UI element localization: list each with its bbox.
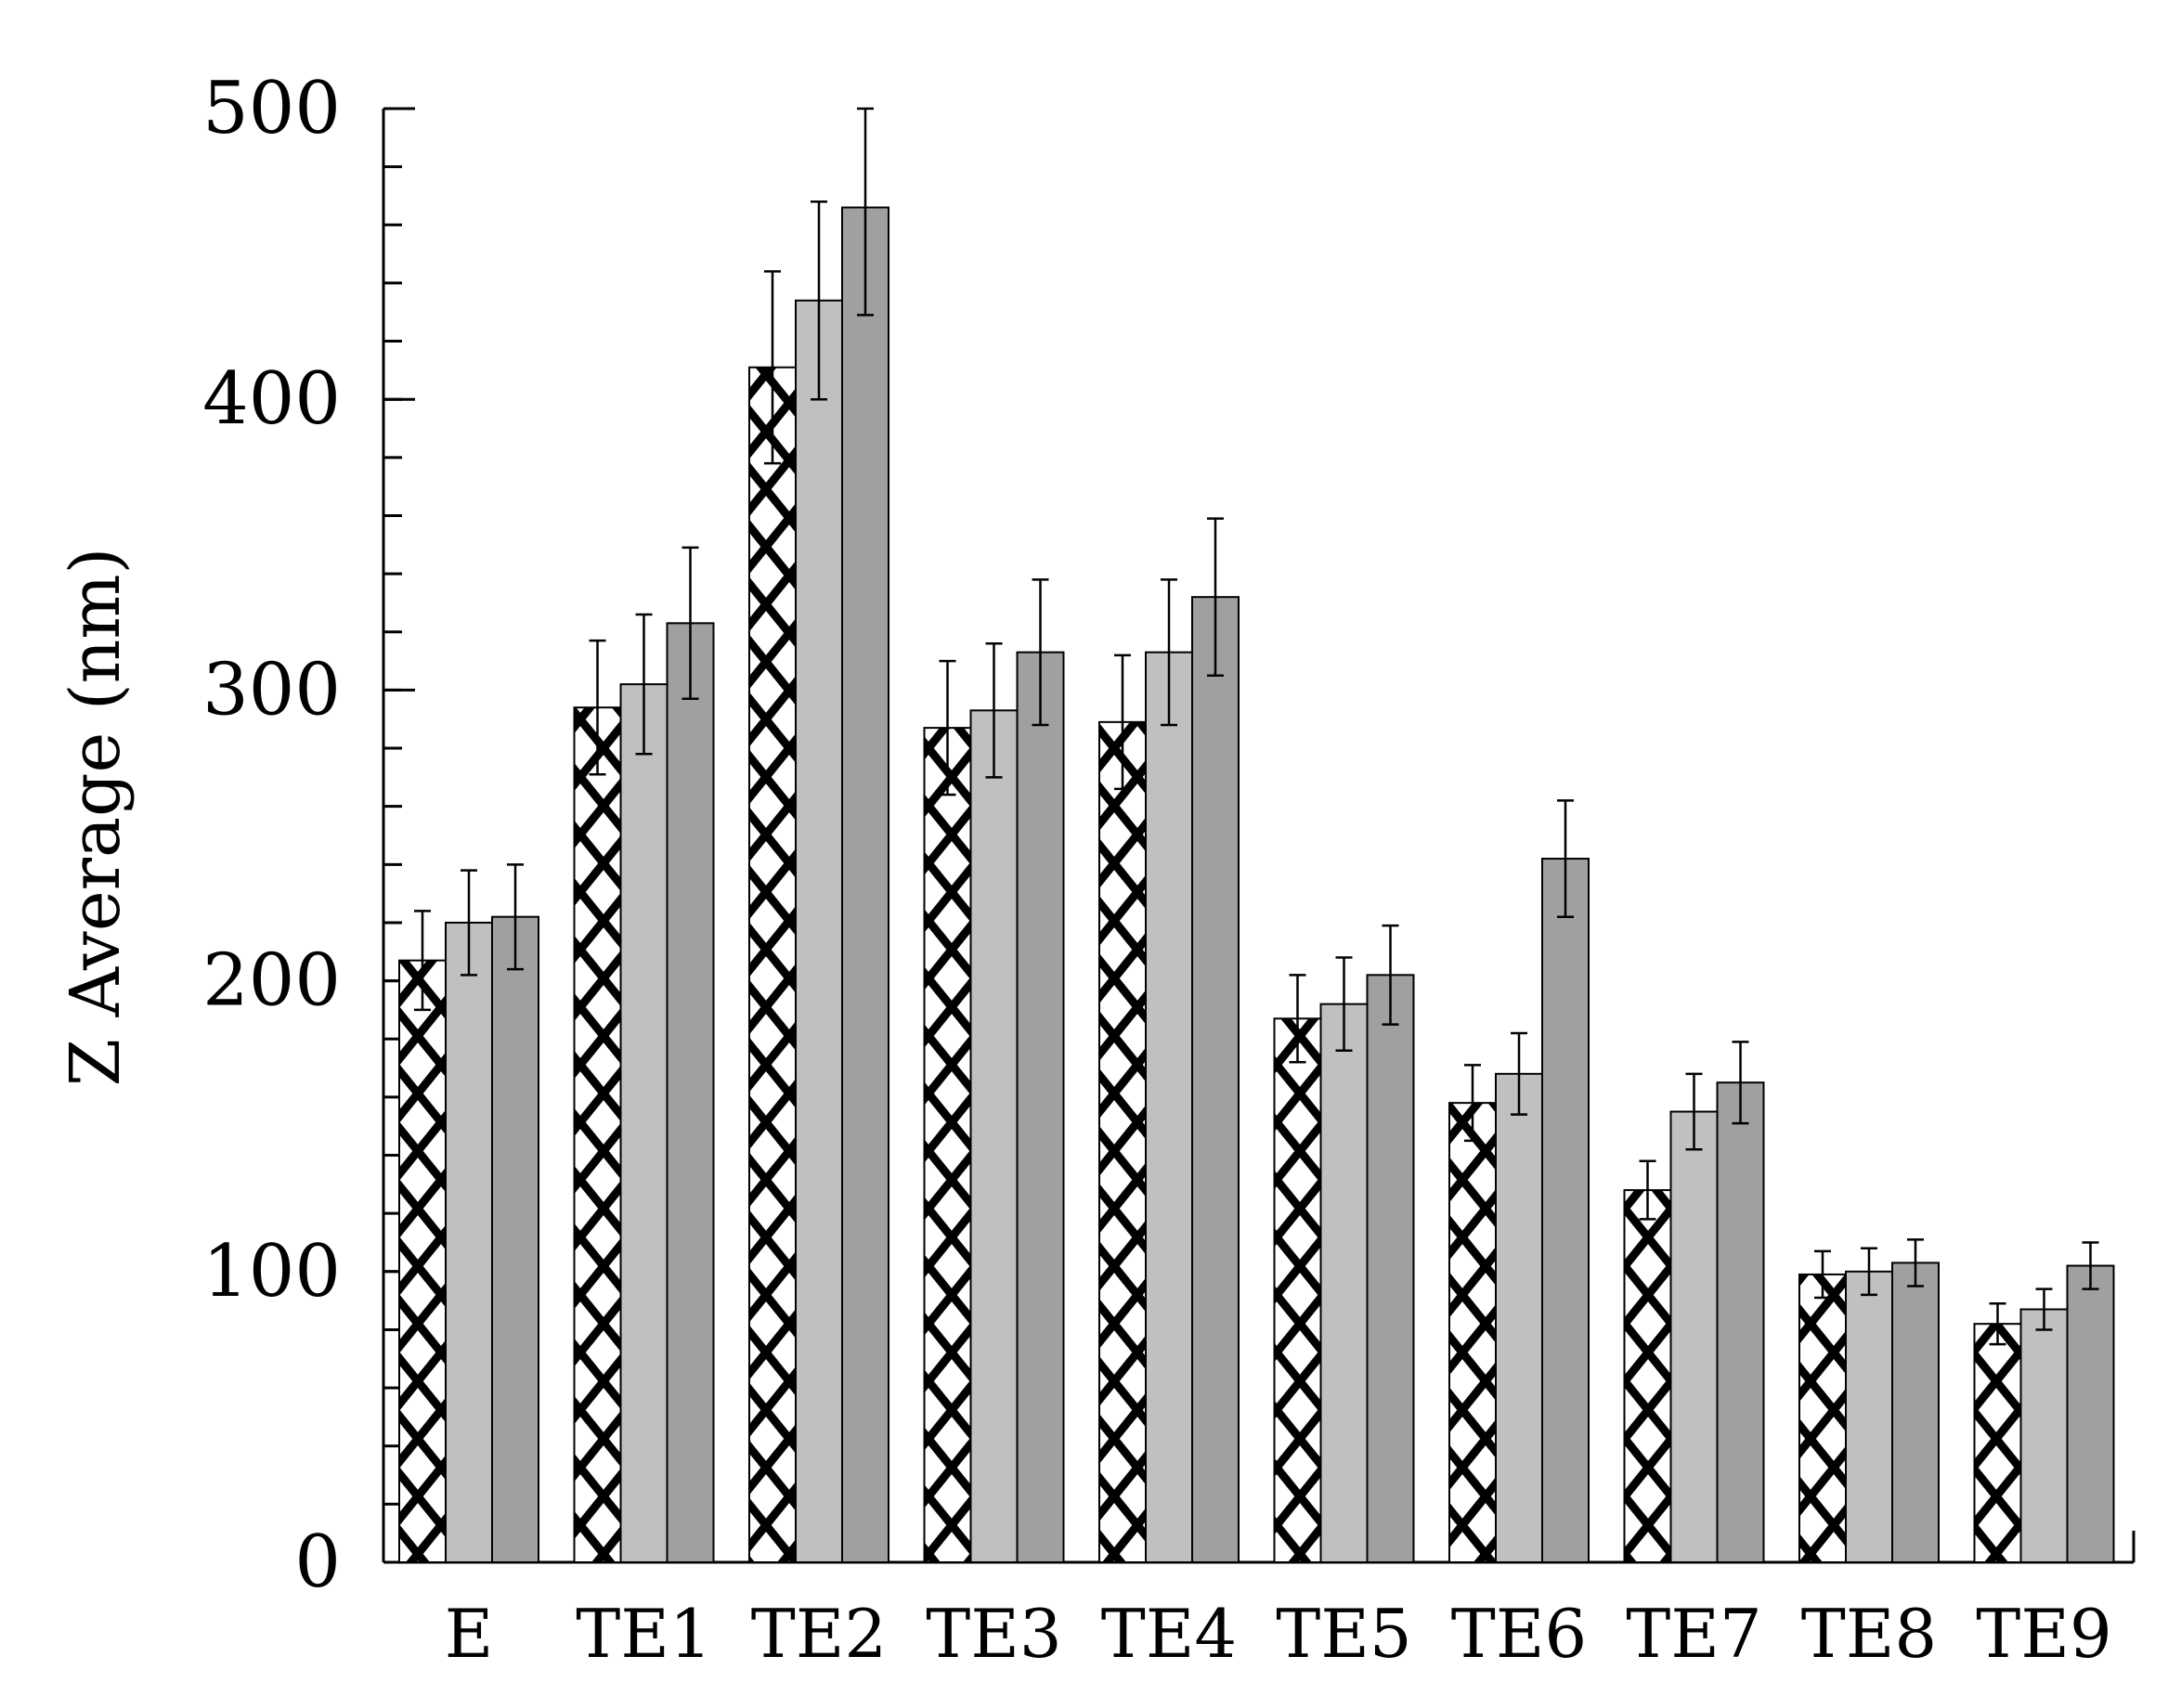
x-category-label-TE7: TE7: [1626, 1595, 1761, 1673]
bar-TE8-series-1: [1798, 1273, 1847, 1563]
bar-TE5-series-1: [1273, 1017, 1322, 1564]
bar-group-TE2: TE2: [748, 107, 889, 1673]
y-tick-label: 300: [202, 648, 341, 731]
bar-TE3-series-1: [923, 727, 972, 1563]
bar-TE4-series-1: [1098, 720, 1147, 1563]
bar-TE3-series-2: [969, 709, 1019, 1563]
y-tick-label: 0: [294, 1520, 341, 1604]
bar-TE8-series-3: [1891, 1262, 1940, 1564]
x-category-label-TE1: TE1: [576, 1595, 711, 1673]
bar-TE4-series-3: [1191, 596, 1240, 1563]
bar-TE2-series-2: [795, 299, 843, 1563]
bar-E-series-1: [398, 959, 447, 1563]
bar-TE1-series-1: [573, 706, 622, 1563]
y-axis-title: Z Average (nm): [56, 548, 136, 1087]
bar-TE5-series-3: [1366, 974, 1415, 1564]
x-category-label-E: E: [445, 1595, 494, 1673]
bar-group-TE8: TE8: [1798, 1238, 1940, 1673]
bar-TE3-series-3: [1016, 651, 1065, 1563]
bar-TE9-series-1: [1973, 1323, 2022, 1564]
y-tick-label: 400: [202, 357, 341, 441]
bar-group-TE6: TE6: [1448, 799, 1590, 1673]
bar-TE8-series-2: [1845, 1270, 1893, 1564]
x-category-label-TE3: TE3: [926, 1595, 1061, 1673]
bar-TE7-series-1: [1623, 1189, 1672, 1563]
bar-group-TE3: TE3: [923, 578, 1065, 1673]
x-category-label-TE8: TE8: [1801, 1595, 1937, 1673]
y-tick-label: 200: [202, 939, 341, 1023]
bar-group-E: E: [398, 863, 539, 1673]
bar-TE1-series-2: [619, 683, 669, 1563]
x-category-label-TE6: TE6: [1451, 1595, 1587, 1673]
y-tick-label: 100: [202, 1230, 341, 1313]
bar-group-TE1: TE1: [573, 546, 715, 1673]
y-tick-label: 500: [202, 67, 341, 150]
bar-TE6-series-2: [1495, 1072, 1543, 1563]
plot-area: 0 100 200 300 400 500 E TE1 TE2 TE3 TE4 TE5 TE6 TE7 TE…: [202, 67, 2136, 1673]
bar-TE2-series-1: [748, 366, 797, 1563]
bar-TE7-series-2: [1669, 1110, 1719, 1564]
x-category-label-TE4: TE4: [1101, 1595, 1237, 1673]
bar-group-TE9: TE9: [1973, 1241, 2115, 1673]
bar-TE9-series-2: [2019, 1308, 2069, 1563]
bar-TE4-series-2: [1145, 651, 1193, 1563]
bar-group-TE4: TE4: [1098, 517, 1240, 1673]
bar-TE6-series-1: [1448, 1102, 1497, 1564]
bar-TE9-series-3: [2066, 1264, 2115, 1563]
bar-TE7-series-3: [1716, 1081, 1765, 1563]
bar-E-series-3: [491, 915, 539, 1563]
bar-TE5-series-2: [1319, 1003, 1369, 1563]
x-category-label-TE9: TE9: [1976, 1595, 2111, 1673]
x-category-label-TE5: TE5: [1276, 1595, 1411, 1673]
bar-TE2-series-3: [841, 206, 889, 1563]
bar-group-TE7: TE7: [1623, 1041, 1765, 1673]
bar-TE1-series-3: [666, 622, 715, 1563]
bar-group-TE5: TE5: [1273, 924, 1415, 1673]
bar-TE6-series-3: [1541, 858, 1590, 1563]
bar-E-series-2: [445, 921, 493, 1563]
x-category-label-TE2: TE2: [751, 1595, 887, 1673]
